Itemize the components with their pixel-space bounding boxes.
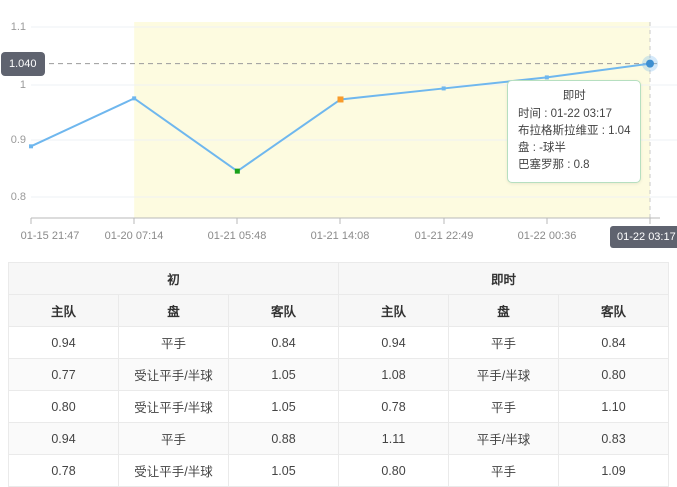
cell-live-home: 0.94 (338, 326, 449, 359)
data-point[interactable] (132, 96, 137, 101)
cell-live-home: 1.08 (338, 358, 449, 391)
cell-live-line: 平手 (448, 326, 559, 359)
group-header-initial: 初 (8, 262, 339, 295)
cell-live-away: 0.84 (558, 326, 669, 359)
odds-line-chart: 1.1 1 0.9 0.8 1.040 01-15 21:47 01-20 07… (1, 21, 677, 248)
cell-init-away: 0.84 (228, 326, 339, 359)
cell-init-line: 平手 (118, 326, 229, 359)
cell-live-line: 平手 (448, 454, 559, 487)
tooltip-row-time: 时间 : 01-22 03:17 (518, 108, 612, 120)
data-point[interactable] (544, 75, 549, 80)
x-tick-label: 01-21 14:08 (310, 230, 370, 242)
x-tick-label: 01-22 00:36 (517, 230, 577, 242)
cell-init-away: 0.88 (228, 422, 339, 455)
col-header-init-home: 主队 (8, 294, 119, 327)
y-tick-label: 0.9 (10, 134, 26, 146)
table-head: 初 即时 主队 盘 客队 主队 盘 客队 (8, 262, 669, 327)
group-header-live: 即时 (338, 262, 669, 295)
active-data-point[interactable] (646, 59, 654, 68)
table-row: 0.78 受让平手/半球 1.05 0.80 平手 1.09 (8, 454, 669, 487)
x-tick-label: 01-20 07:14 (104, 230, 164, 242)
x-axis-active-badge: 01-22 03:17 (610, 226, 677, 248)
table-group-header-row: 初 即时 (8, 262, 669, 295)
y-marker-badge: 1.040 (1, 52, 45, 76)
cell-init-line: 受让平手/半球 (118, 390, 229, 423)
x-tick-label: 01-21 22:49 (414, 230, 474, 242)
cell-init-home: 0.78 (8, 454, 119, 487)
cell-live-away: 1.09 (558, 454, 669, 487)
cell-init-away: 1.05 (228, 390, 339, 423)
tooltip-title: 即时 (562, 90, 586, 102)
cell-init-home: 0.77 (8, 358, 119, 391)
y-tick-label: 1.1 (10, 21, 26, 33)
data-point[interactable] (441, 86, 446, 91)
col-header-live-away: 客队 (558, 294, 669, 327)
tooltip-row-handicap: 盘 : -球半 (518, 142, 566, 154)
cell-live-line: 平手 (448, 390, 559, 423)
col-header-init-away: 客队 (228, 294, 339, 327)
data-point[interactable] (29, 144, 33, 149)
data-point-orange[interactable] (337, 96, 344, 103)
x-tick-label: 01-21 05:48 (207, 230, 267, 242)
table-column-header-row: 主队 盘 客队 主队 盘 客队 (8, 294, 669, 327)
cell-init-line: 受让平手/半球 (118, 358, 229, 391)
y-tick-label: 1 (19, 79, 26, 91)
odds-table-container: 初 即时 主队 盘 客队 主队 盘 客队 0.94 平手 0.84 0.94 (8, 262, 669, 487)
data-point-green[interactable] (234, 168, 240, 174)
cell-live-away: 0.83 (558, 422, 669, 455)
cell-init-home: 0.94 (8, 326, 119, 359)
cell-live-away: 0.80 (558, 358, 669, 391)
odds-history-panel: 1.1 1 0.9 0.8 1.040 01-15 21:47 01-20 07… (1, 21, 677, 487)
table-row: 0.94 平手 0.88 1.11 平手/半球 0.83 (8, 422, 669, 455)
cell-live-home: 1.11 (338, 422, 449, 455)
cell-live-home: 0.80 (338, 454, 449, 487)
cell-live-line: 平手/半球 (448, 358, 559, 391)
table-body: 0.94 平手 0.84 0.94 平手 0.84 0.77 受让平手/半球 1… (8, 326, 669, 487)
col-header-live-line: 盘 (448, 294, 559, 327)
cell-live-line: 平手/半球 (448, 422, 559, 455)
cell-init-away: 1.05 (228, 358, 339, 391)
col-header-live-home: 主队 (338, 294, 449, 327)
chart-tooltip: 即时 时间 : 01-22 03:17 布拉格斯拉维亚 : 1.04 盘 : -… (507, 80, 642, 183)
cell-init-line: 平手 (118, 422, 229, 455)
tooltip-row-home: 布拉格斯拉维亚 : 1.04 (518, 125, 631, 137)
cell-init-away: 1.05 (228, 454, 339, 487)
odds-table: 初 即时 主队 盘 客队 主队 盘 客队 0.94 平手 0.84 0.94 (8, 262, 669, 487)
cell-live-home: 0.78 (338, 390, 449, 423)
table-row: 0.77 受让平手/半球 1.05 1.08 平手/半球 0.80 (8, 358, 669, 391)
cell-init-home: 0.94 (8, 422, 119, 455)
cell-init-home: 0.80 (8, 390, 119, 423)
cell-init-line: 受让平手/半球 (118, 454, 229, 487)
cell-live-away: 1.10 (558, 390, 669, 423)
table-row: 0.94 平手 0.84 0.94 平手 0.84 (8, 326, 669, 359)
tooltip-row-away: 巴塞罗那 : 0.8 (518, 159, 590, 171)
table-row: 0.80 受让平手/半球 1.05 0.78 平手 1.10 (8, 390, 669, 423)
y-tick-label: 0.8 (10, 191, 26, 203)
x-tick-label: 01-15 21:47 (20, 230, 80, 242)
col-header-init-line: 盘 (118, 294, 229, 327)
